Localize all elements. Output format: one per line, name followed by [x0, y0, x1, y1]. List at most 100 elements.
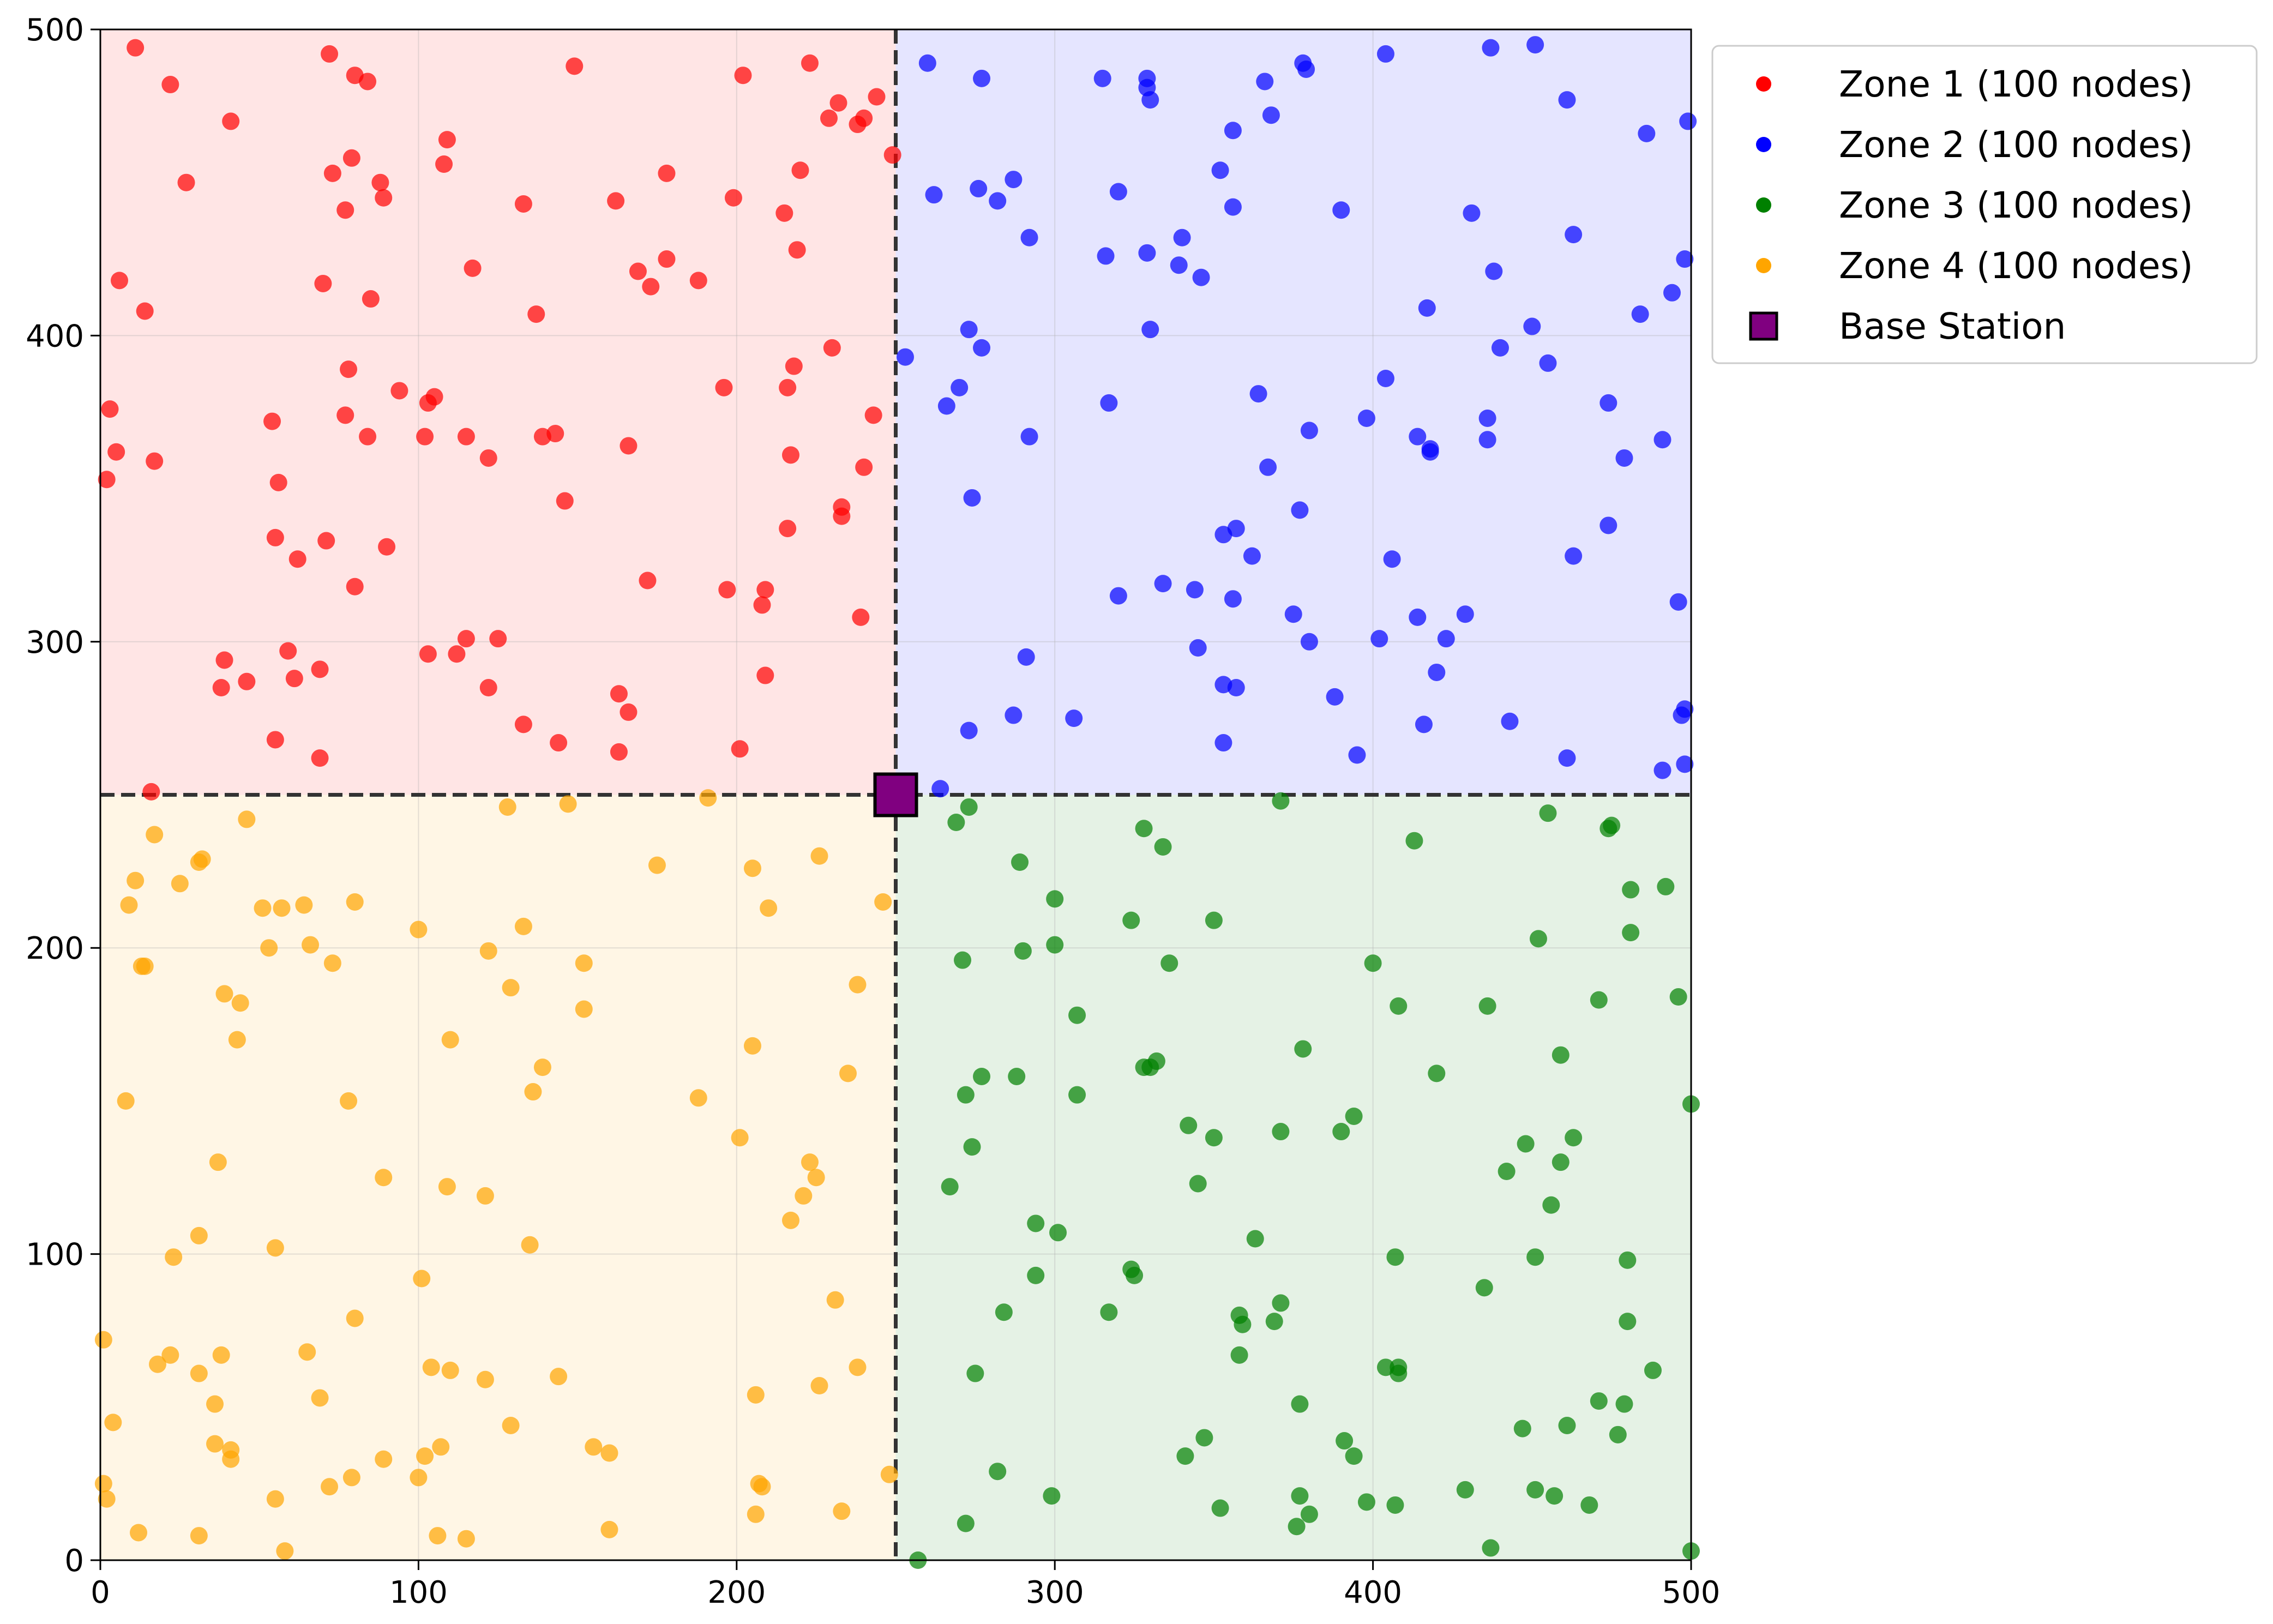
node-point	[1211, 1499, 1229, 1517]
node-point	[966, 1364, 984, 1382]
node-point	[1345, 1447, 1363, 1465]
node-point	[756, 666, 774, 684]
node-point	[514, 917, 532, 935]
node-point	[1456, 1481, 1474, 1499]
node-point	[973, 339, 991, 357]
node-point	[1357, 409, 1375, 427]
node-point	[1376, 45, 1394, 63]
node-point	[829, 94, 847, 112]
y-tick-label: 100	[26, 1237, 84, 1273]
node-point	[514, 195, 532, 213]
node-point	[833, 507, 851, 525]
node-point	[756, 581, 774, 599]
node-point	[476, 1370, 494, 1388]
zone-2-background	[895, 29, 1691, 795]
node-point	[1272, 792, 1290, 810]
node-point	[1259, 458, 1277, 476]
node-point	[1565, 547, 1583, 565]
node-point	[346, 1309, 364, 1327]
node-point	[1141, 321, 1159, 339]
node-point	[120, 896, 138, 914]
node-point	[937, 397, 955, 415]
node-point	[448, 645, 466, 663]
node-point	[323, 164, 341, 182]
node-point	[371, 173, 389, 191]
node-point	[1676, 250, 1694, 268]
node-point	[457, 630, 475, 648]
node-point	[416, 1447, 434, 1465]
node-point	[1517, 1135, 1535, 1153]
node-point	[1243, 547, 1261, 565]
node-point	[429, 1527, 447, 1545]
node-point	[807, 1169, 825, 1187]
node-point	[340, 360, 358, 378]
node-point	[273, 899, 291, 917]
node-point	[441, 1031, 459, 1049]
node-point	[610, 743, 628, 761]
node-point	[1100, 1303, 1118, 1321]
node-point	[648, 856, 666, 874]
node-point	[1383, 550, 1401, 568]
node-point	[1005, 171, 1023, 189]
node-point	[1224, 590, 1242, 608]
node-point	[1205, 1129, 1223, 1147]
y-tick-label: 500	[26, 13, 84, 48]
legend-marker	[1749, 311, 1778, 341]
node-point	[1631, 305, 1649, 323]
node-point	[833, 1502, 851, 1520]
node-point	[479, 679, 497, 697]
node-point	[479, 942, 497, 960]
node-point	[1376, 369, 1394, 387]
node-point	[269, 473, 287, 491]
node-point	[215, 651, 233, 669]
node-point	[1619, 1313, 1637, 1331]
series-zone-3	[909, 792, 1700, 1569]
node-point	[1230, 1346, 1248, 1364]
node-point	[1189, 639, 1207, 657]
legend-label: Zone 4 (100 nodes)	[1839, 245, 2193, 287]
node-point	[1619, 1251, 1637, 1269]
node-point	[311, 749, 329, 767]
plot-frame	[99, 28, 1692, 1561]
y-tick-label: 200	[26, 931, 84, 966]
node-point	[323, 954, 341, 972]
x-tick-label: 300	[1026, 1575, 1084, 1610]
node-point	[321, 45, 339, 63]
node-point	[546, 425, 564, 443]
node-point	[1011, 853, 1029, 871]
node-point	[689, 1089, 707, 1107]
node-point	[607, 192, 625, 210]
legend: Zone 1 (100 nodes) Zone 2 (100 nodes) Zone…	[1711, 45, 2258, 364]
node-point	[149, 1355, 167, 1373]
node-point	[1141, 91, 1159, 109]
node-point	[642, 278, 660, 296]
node-point	[101, 400, 119, 418]
node-point	[1154, 575, 1172, 593]
node-point	[295, 896, 313, 914]
node-point	[1262, 106, 1280, 124]
node-point	[689, 272, 707, 290]
node-point	[801, 1153, 819, 1171]
node-point	[1669, 988, 1687, 1006]
node-point	[362, 290, 380, 308]
zone-3-background	[895, 795, 1691, 1560]
node-point	[1501, 712, 1519, 730]
node-point	[1609, 1425, 1627, 1443]
node-point	[1669, 593, 1687, 611]
axis-ticks: 0 100 200 300 400 500 0 100 200 300 400 500	[26, 13, 1720, 1610]
node-point	[963, 1138, 981, 1156]
node-point	[1482, 1539, 1500, 1557]
node-point	[1653, 761, 1671, 779]
node-point	[438, 131, 456, 149]
node-point	[1552, 1046, 1570, 1064]
node-point	[1249, 385, 1267, 403]
node-point	[1211, 161, 1229, 179]
node-point	[880, 1465, 898, 1483]
node-point	[1428, 1064, 1446, 1082]
node-point	[190, 1226, 208, 1244]
node-point	[931, 780, 949, 798]
node-point	[288, 550, 306, 568]
node-point	[1615, 449, 1633, 467]
node-point	[1246, 1230, 1264, 1248]
x-tick-label: 100	[389, 1575, 448, 1610]
